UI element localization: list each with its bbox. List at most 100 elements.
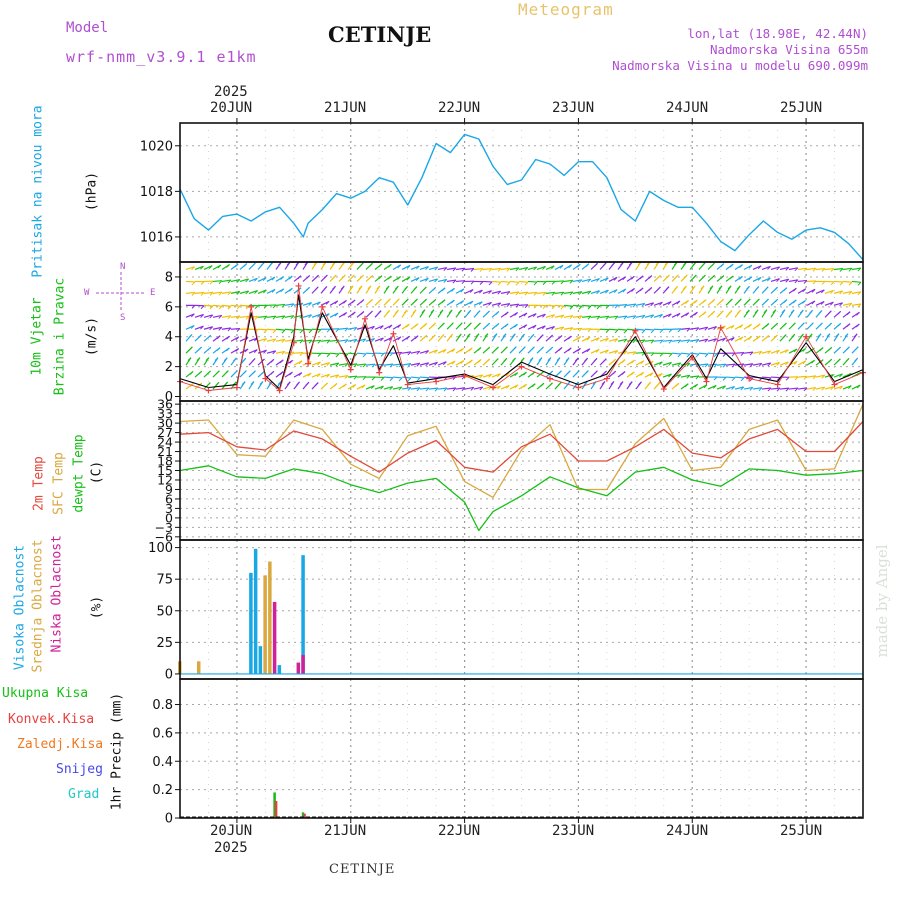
y-tick-label: −3 bbox=[155, 520, 173, 535]
wind-barb bbox=[815, 289, 825, 294]
wind-barb-tip bbox=[820, 301, 825, 305]
wind-barb-tip bbox=[641, 303, 646, 307]
wind-barb-tip bbox=[340, 285, 345, 290]
wind-barb-tip bbox=[423, 334, 428, 339]
cloud-low-axis-title: Niska Oblacnost bbox=[49, 535, 65, 653]
wind-barb-tip bbox=[785, 278, 790, 283]
wind-barb-tip bbox=[425, 387, 430, 392]
y-tick-label: 75 bbox=[156, 573, 173, 588]
wind-barb-tip bbox=[448, 309, 453, 314]
wind-barb-tip bbox=[632, 303, 637, 308]
wind-axis-subtitle: Brzina i Pravac bbox=[52, 277, 68, 396]
wind-barb-tip bbox=[479, 289, 483, 294]
wind-barb bbox=[653, 361, 663, 366]
wind-barb bbox=[203, 326, 213, 330]
wind-barb-tip bbox=[783, 322, 787, 327]
wind-barb bbox=[824, 289, 834, 294]
top-day-label: 24JUN bbox=[666, 100, 709, 116]
wind-barb-tip bbox=[632, 315, 637, 320]
wind-barb bbox=[626, 303, 636, 306]
wind-barb bbox=[608, 289, 618, 294]
wind-barb bbox=[716, 337, 726, 342]
wind-barb bbox=[392, 351, 403, 354]
wind-barb-tip bbox=[296, 381, 300, 386]
wind-barb-tip bbox=[443, 267, 448, 271]
wind-barb bbox=[734, 376, 745, 379]
wind-barb bbox=[473, 301, 483, 306]
wind-barb-tip bbox=[414, 323, 419, 328]
wind-barb-tip bbox=[423, 298, 427, 303]
wind-barb-tip bbox=[514, 372, 519, 376]
wind-barb-tip bbox=[641, 329, 646, 334]
wind-barb-tip bbox=[451, 360, 456, 365]
wind-barb-tip bbox=[711, 299, 716, 303]
wind-barb-tip bbox=[425, 277, 429, 282]
wind-barb bbox=[473, 374, 483, 378]
wind-barb-tip bbox=[549, 334, 553, 339]
wind-barb-tip bbox=[332, 285, 336, 290]
wind-barb-tip bbox=[695, 339, 700, 343]
wind-barb-tip bbox=[812, 280, 817, 285]
wind-barb-tip bbox=[692, 274, 697, 279]
wind-barb bbox=[293, 339, 304, 342]
wind-barb bbox=[770, 361, 780, 366]
grid-layer bbox=[180, 123, 863, 819]
y-tick-label: 27 bbox=[157, 425, 173, 440]
wind-barb-tip bbox=[839, 281, 844, 286]
wind-barb-tip bbox=[422, 286, 427, 291]
wind-barb-tip bbox=[560, 314, 565, 319]
wind-barb-tip bbox=[423, 323, 428, 327]
wind-barb bbox=[239, 315, 250, 318]
temp-axis-unit: (C) bbox=[89, 460, 105, 485]
wind-barb-tip bbox=[857, 281, 862, 286]
wind-barb bbox=[482, 267, 493, 271]
wind-barb-tip bbox=[395, 309, 399, 314]
wind-barb-tip bbox=[533, 304, 538, 309]
wind-barb bbox=[437, 387, 448, 390]
wind-barb-tip bbox=[277, 381, 282, 385]
wind-barb-tip bbox=[244, 348, 249, 353]
wind-barb bbox=[590, 277, 600, 282]
wind-barb-tip bbox=[389, 386, 394, 391]
wind-barb-tip bbox=[524, 304, 529, 309]
wind-barb-tip bbox=[802, 300, 806, 304]
wind-barb-tip bbox=[469, 289, 474, 293]
wind-barb bbox=[626, 328, 637, 331]
wind-barb-tip bbox=[281, 351, 286, 355]
wind-barb bbox=[572, 279, 582, 283]
wind-barb-tip bbox=[739, 264, 743, 269]
footer-station-label: CETINJE bbox=[329, 862, 396, 877]
wind-barb-tip bbox=[587, 290, 592, 295]
wind-barb bbox=[419, 277, 429, 282]
wind-barb-tip bbox=[794, 376, 799, 381]
wind-barb bbox=[680, 327, 691, 330]
wind-barb-tip bbox=[693, 299, 698, 304]
wind-barb-tip bbox=[856, 311, 860, 316]
precip-bar bbox=[303, 813, 306, 818]
wind-barb bbox=[500, 291, 510, 294]
wind-barb-tip bbox=[335, 374, 340, 379]
wind-barb-tip bbox=[691, 285, 696, 290]
wind-barb-tip bbox=[783, 287, 788, 292]
wind-barb bbox=[545, 291, 556, 294]
wind-barb-tip bbox=[520, 357, 525, 362]
wind-barb bbox=[833, 280, 844, 283]
wind-barb-tip bbox=[614, 304, 619, 309]
wind-barb-tip bbox=[362, 353, 367, 358]
wind-barb-tip bbox=[566, 370, 571, 375]
cloud-bar bbox=[301, 654, 305, 674]
wind-barb-tip bbox=[839, 268, 844, 272]
wind-barb-tip bbox=[794, 279, 799, 284]
wind-barb-tip bbox=[305, 381, 310, 386]
wind-barb-tip bbox=[578, 279, 583, 284]
wind-barb bbox=[257, 277, 267, 282]
wind-barb-tip bbox=[613, 276, 618, 281]
wind-barb-tip bbox=[407, 387, 412, 391]
wind-barb-tip bbox=[191, 266, 195, 271]
wind-barb-tip bbox=[191, 292, 196, 296]
wind-barb-tip bbox=[298, 372, 303, 376]
wind-barb bbox=[257, 349, 267, 354]
wind-barb-tip bbox=[369, 262, 373, 267]
station-title: CETINJE bbox=[328, 22, 432, 47]
wind-barb-tip bbox=[515, 303, 520, 308]
